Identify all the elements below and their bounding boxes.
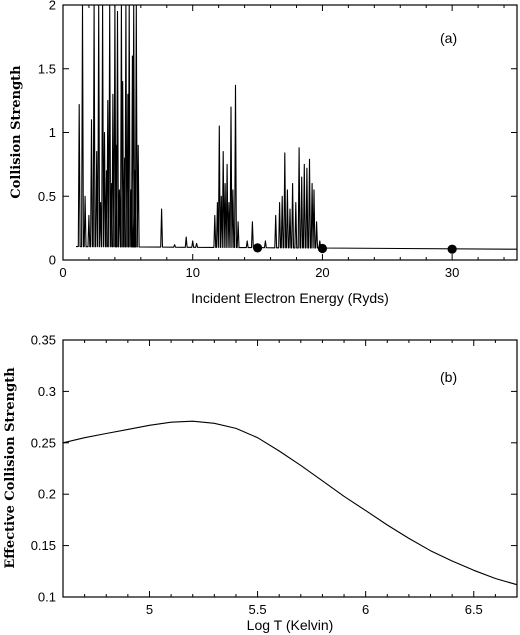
panel-b-y-tick-label: 0.1 [38,590,56,605]
panel-b-x-tick-label: 6.5 [465,602,483,617]
panel-a-y-tick-label: 1.5 [38,61,56,76]
panel-b-y-tick-label: 0.3 [38,384,56,399]
panel-b-plot-frame [62,339,518,598]
panel-a-y-tick-label: 2 [49,0,56,13]
panel-b-x-tick-label: 5 [146,602,153,617]
panel-b-y-tick-label: 0.15 [31,538,56,553]
panel-b-y-tick-label: 0.2 [38,487,56,502]
panel-a-x-tick-label: 20 [315,265,329,280]
panel-a-x-tick-label: 0 [59,265,66,280]
panel-a-marks [76,4,518,254]
panel-a-data-point-marker [252,243,263,253]
panel-b-x-tick-label: 6 [362,602,369,617]
panel-b-effective-collision-strength-line [62,420,518,586]
panel-b-x-tick-label: 5.5 [249,602,267,617]
panel-a-y-axis-title: Collision Strength [9,65,24,199]
panel-b-y-tick-label: 0.25 [31,435,56,450]
panel-b-y-axis-title: Effective Collision Strength [3,367,18,569]
panel-a-collision-strength: 0 10 20 30 0 0.5 1 1.5 2 (a) Incident Electron E… [9,0,518,306]
panel-a-y-tick-label: 1 [49,125,56,140]
panel-b-marks [62,420,518,586]
panel-a-data-point-marker [447,244,457,254]
panel-a-y-tick-label: 0 [49,253,56,268]
panel-a-x-tick-label: 30 [445,265,459,280]
panel-a-y-tick-label: 0.5 [38,189,56,204]
panel-b-ticks: 5 5.5 6 6.5 0.1 0.15 0.2 0.25 0.3 0.35 [31,333,518,617]
panel-a-collision-strength-trace [76,4,518,250]
panel-b-x-axis-title: Log T (Kelvin) [247,617,334,633]
panel-a-x-axis-title: Incident Electron Energy (Ryds) [191,290,389,306]
panel-a-label: (a) [440,30,457,46]
panel-a-data-point-marker [317,243,328,254]
panel-a-ticks: 0 10 20 30 0 0.5 1 1.5 2 [38,0,517,280]
panel-b-label: (b) [440,369,457,385]
panel-b-y-tick-label: 0.35 [31,333,56,348]
panel-b-effective-collision-strength: 5 5.5 6 6.5 0.1 0.15 0.2 0.25 0.3 0.35 (b) Log T … [3,333,518,633]
panel-a-x-tick-label: 10 [185,265,199,280]
